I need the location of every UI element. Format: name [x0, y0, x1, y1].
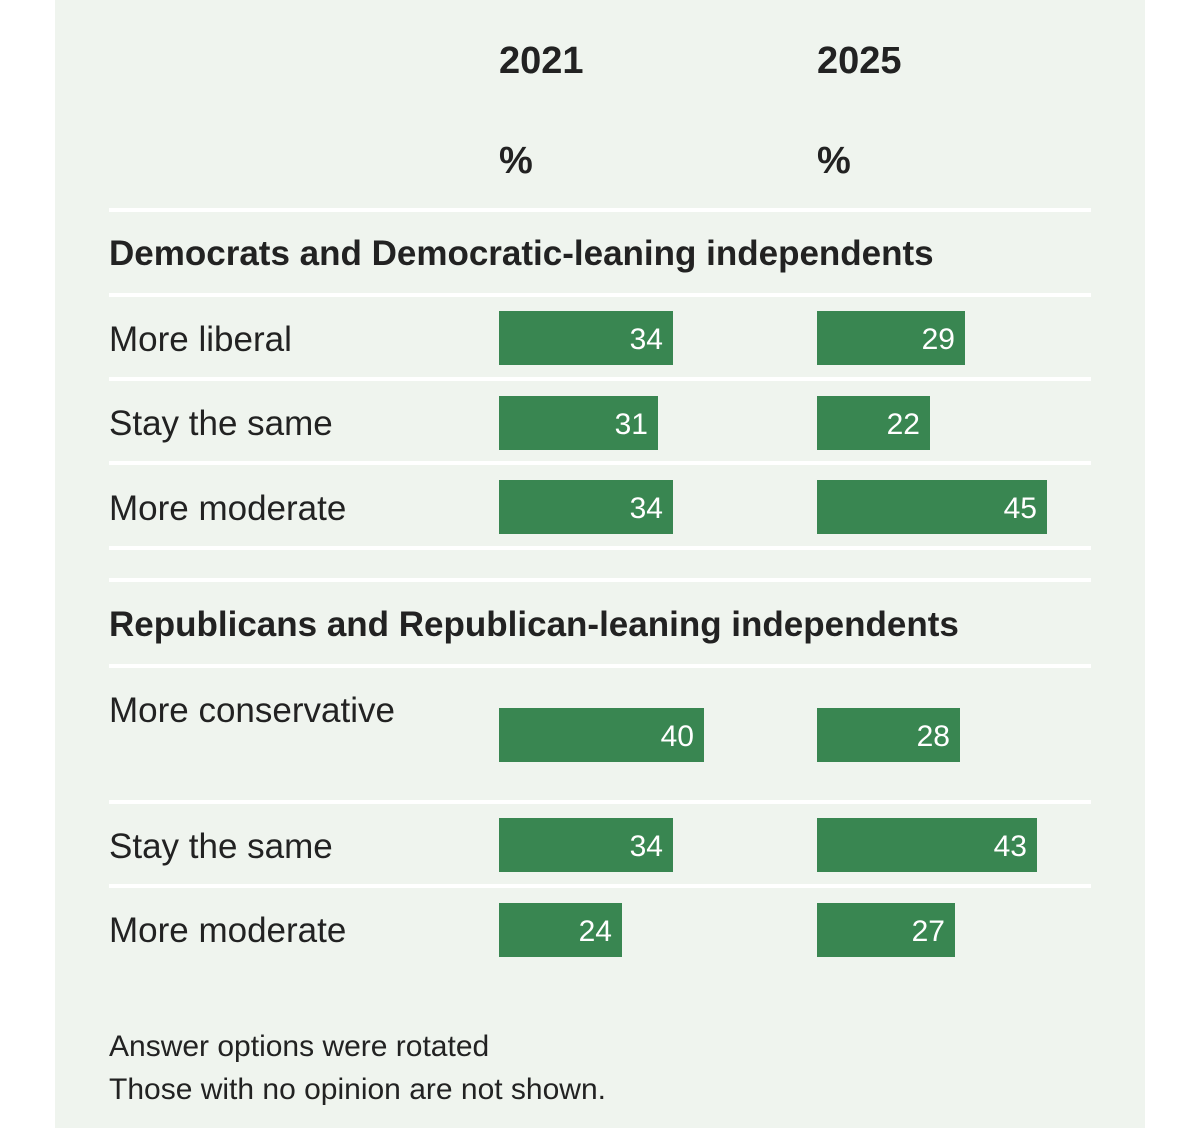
bar-dem-more-liberal-2025: 29 — [817, 311, 965, 365]
bar-rep-more-moderate-2025: 27 — [817, 903, 955, 957]
column-header-2025: 2025 — [817, 40, 902, 82]
footnote-no-opinion: Those with no opinion are not shown. — [109, 1073, 606, 1106]
footnote-rotated: Answer options were rotated — [109, 1030, 490, 1063]
group-title-republicans: Republicans and Republican-leaning indep… — [109, 605, 959, 644]
divider — [109, 377, 1091, 381]
bar-dem-stay-same-2021: 31 — [499, 396, 658, 450]
divider — [109, 664, 1091, 668]
row-label-more-liberal: More liberal — [109, 320, 292, 359]
row-label-more-conservative: More conservative — [109, 691, 395, 730]
group-title-democrats: Democrats and Democratic-leaning indepen… — [109, 234, 934, 273]
divider — [109, 884, 1091, 888]
divider — [109, 800, 1091, 804]
divider — [109, 546, 1091, 550]
row-label-rep-more-moderate: More moderate — [109, 911, 347, 950]
divider — [109, 293, 1091, 297]
unit-label-2025: % — [817, 140, 851, 182]
bar-rep-more-conservative-2025: 28 — [817, 708, 960, 762]
bar-dem-stay-same-2025: 22 — [817, 396, 930, 450]
row-label-dem-more-moderate: More moderate — [109, 489, 347, 528]
bar-rep-more-moderate-2021: 24 — [499, 903, 622, 957]
divider — [109, 578, 1091, 582]
row-label-rep-stay-same: Stay the same — [109, 827, 333, 866]
divider — [109, 208, 1091, 212]
bar-dem-more-moderate-2021: 34 — [499, 480, 673, 534]
bar-dem-more-moderate-2025: 45 — [817, 480, 1047, 534]
row-label-dem-stay-same: Stay the same — [109, 404, 333, 443]
bar-rep-stay-same-2025: 43 — [817, 818, 1037, 872]
bar-rep-stay-same-2021: 34 — [499, 818, 673, 872]
divider — [109, 461, 1091, 465]
unit-label-2021: % — [499, 140, 533, 182]
bar-dem-more-liberal-2021: 34 — [499, 311, 673, 365]
bar-rep-more-conservative-2021: 40 — [499, 708, 704, 762]
chart-panel — [55, 0, 1145, 1128]
column-header-2021: 2021 — [499, 40, 584, 82]
